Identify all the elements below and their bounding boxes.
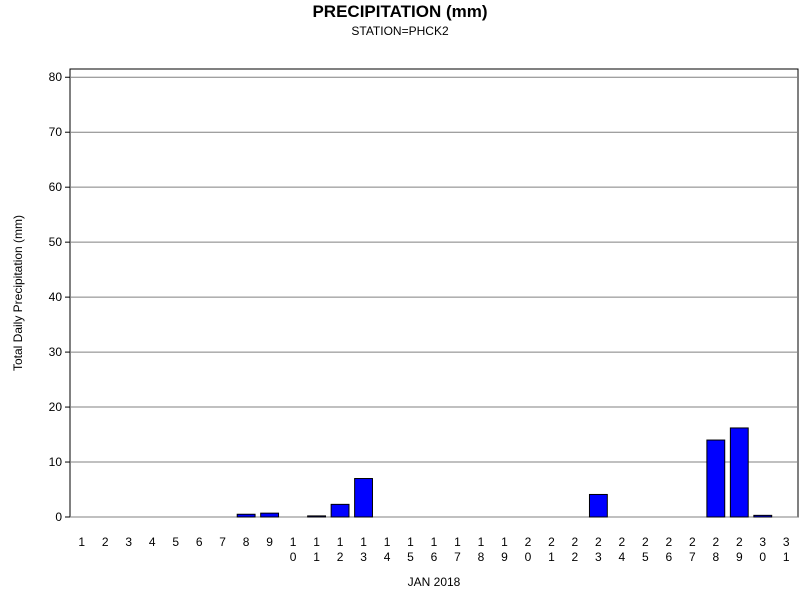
y-tick-label: 60 [49,180,63,194]
x-tick-label: 4 [149,535,156,549]
bar [236,513,256,518]
bar [753,514,773,518]
x-tick-label: 1 [78,535,85,549]
bar [354,478,373,518]
bar [588,493,608,518]
chart-title: PRECIPITATION (mm) [312,2,487,21]
y-tick-label: 40 [49,290,63,304]
x-tick-label: 6 [196,535,203,549]
bar [330,503,350,518]
x-tick-label: 9 [266,535,273,549]
bar [307,515,327,518]
y-axis-label: Total Daily Precipitation (mm) [11,215,25,371]
x-axis-label: JAN 2018 [408,575,461,589]
bar [706,439,726,518]
plot-frame [69,68,799,518]
y-tick-label: 30 [49,345,63,359]
bar [260,512,280,518]
x-tick-label: 2 [102,535,109,549]
x-tick-label: 3 [125,535,132,549]
y-tick-label: 80 [49,70,63,84]
y-tick-label: 20 [49,400,63,414]
x-tick-label: 5 [172,535,179,549]
x-tick-label: 7 [219,535,226,549]
y-tick-label: 70 [49,125,63,139]
chart-subtitle: STATION=PHCK2 [351,24,449,38]
y-tick-label: 10 [49,455,63,469]
bar [729,427,749,518]
x-tick-label: 8 [243,535,250,549]
y-tick-label: 50 [49,235,63,249]
y-tick-label: 0 [55,510,62,524]
